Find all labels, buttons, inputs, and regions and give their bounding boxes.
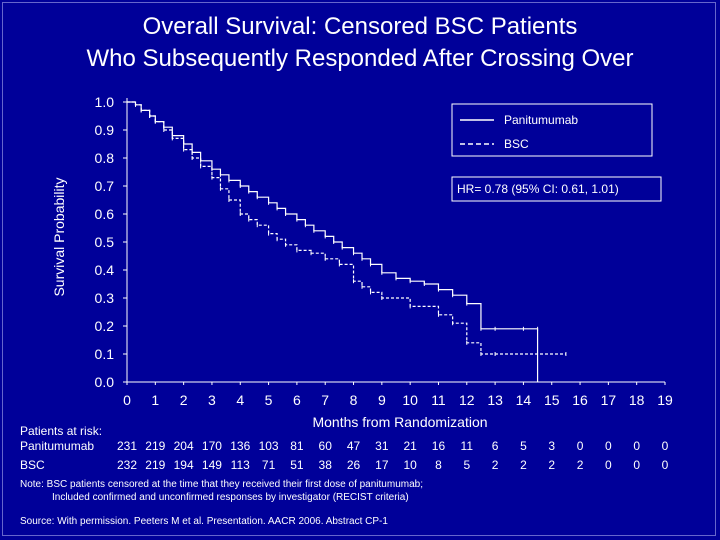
x-tick-label: 10 xyxy=(402,392,418,408)
risk-cell: 0 xyxy=(661,458,669,472)
risk-cell: 3 xyxy=(548,439,556,453)
hr-annotation-text: HR= 0.78 (95% CI: 0.61, 1.01) xyxy=(457,182,619,196)
note-line-2: Included confirmed and unconfirmed respo… xyxy=(52,492,409,503)
chart-legend: Panitumumab BSC xyxy=(451,103,653,157)
x-tick-label: 19 xyxy=(657,392,673,408)
risk-cell: 0 xyxy=(633,458,641,472)
risk-cell: 2 xyxy=(576,458,584,472)
risk-table-header: Patients at risk: xyxy=(20,424,103,438)
risk-cell: 31 xyxy=(375,439,389,453)
source-citation: Source: With permission. Peeters M et al… xyxy=(20,516,388,527)
risk-cell: 149 xyxy=(201,458,222,472)
risk-cell: 10 xyxy=(403,458,417,472)
chart-annotation: HR= 0.78 (95% CI: 0.61, 1.01) xyxy=(451,176,662,202)
x-tick-label: 1 xyxy=(151,392,159,408)
slide-title-line-2: Who Subsequently Responded After Crossin… xyxy=(86,45,634,72)
y-tick-label: 0.4 xyxy=(95,262,115,278)
hr-annotation-box xyxy=(451,176,662,202)
series-line-bsc xyxy=(127,101,566,355)
legend-label-bsc: BSC xyxy=(504,137,529,151)
risk-cell: 2 xyxy=(520,458,527,472)
slide-title-line-1: Overall Survival: Censored BSC Patients xyxy=(142,13,578,40)
risk-cell: 60 xyxy=(318,439,332,453)
x-tick-label: 15 xyxy=(544,392,560,408)
risk-cell: 21 xyxy=(403,439,417,453)
risk-cell: 38 xyxy=(318,458,332,472)
chart-series xyxy=(127,101,567,382)
legend-label-panitumumab: Panitumumab xyxy=(504,113,578,127)
risk-cell: 26 xyxy=(346,458,361,472)
risk-cell: 0 xyxy=(633,439,641,453)
y-tick-label: 0.2 xyxy=(95,318,115,334)
risk-cell: 81 xyxy=(290,439,304,453)
note-line-1: Note: BSC patients censored at the time … xyxy=(20,479,423,490)
risk-cell: 232 xyxy=(116,458,138,472)
x-tick-label: 9 xyxy=(378,392,386,408)
risk-cell: 2 xyxy=(548,458,556,472)
risk-cell: 6 xyxy=(491,439,499,453)
risk-cell: 5 xyxy=(520,439,527,453)
x-tick-label: 14 xyxy=(516,392,532,408)
y-tick-label: 0.7 xyxy=(95,178,115,194)
risk-cell: 219 xyxy=(145,458,166,472)
chart-axes xyxy=(126,98,665,383)
risk-cell: 136 xyxy=(230,439,251,453)
risk-row-label: BSC xyxy=(20,458,45,472)
x-tick-label: 7 xyxy=(321,392,329,408)
x-tick-label: 17 xyxy=(601,392,617,408)
risk-cell: 113 xyxy=(230,458,250,472)
risk-cell: 16 xyxy=(431,439,446,453)
x-tick-label: 11 xyxy=(431,392,446,408)
risk-cell: 11 xyxy=(460,439,474,453)
risk-cell: 194 xyxy=(173,458,194,472)
y-tick-label: 0.3 xyxy=(95,290,115,306)
x-tick-label: 18 xyxy=(629,392,645,408)
x-tick-label: 12 xyxy=(459,392,475,408)
risk-cell: 231 xyxy=(116,439,138,453)
y-tick-label: 0.5 xyxy=(95,234,115,250)
x-tick-label: 13 xyxy=(487,392,503,408)
y-tick-label: 0.0 xyxy=(95,374,115,390)
risk-cell: 170 xyxy=(201,439,222,453)
y-tick-label: 0.8 xyxy=(95,150,115,166)
y-tick-label: 1.0 xyxy=(95,94,115,110)
risk-cell: 17 xyxy=(375,458,389,472)
y-tick-label: 0.9 xyxy=(95,122,115,138)
x-tick-label: 16 xyxy=(572,392,588,408)
risk-cell: 0 xyxy=(576,439,584,453)
x-tick-label: 2 xyxy=(180,392,188,408)
y-axis-title: Survival Probability xyxy=(51,177,67,296)
risk-cell: 0 xyxy=(605,439,612,453)
risk-cell: 8 xyxy=(435,458,442,472)
risk-cell: 103 xyxy=(258,439,279,453)
risk-cell: 0 xyxy=(661,439,669,453)
risk-cell: 219 xyxy=(145,439,166,453)
y-tick-label: 0.6 xyxy=(95,206,115,222)
risk-cell: 51 xyxy=(290,458,304,472)
x-tick-label: 8 xyxy=(350,392,358,408)
series-line-panitumumab xyxy=(127,101,539,382)
x-axis-title: Months from Randomization xyxy=(312,414,487,430)
legend-box xyxy=(451,103,653,157)
x-tick-label: 3 xyxy=(208,392,216,408)
risk-cell: 47 xyxy=(346,439,361,453)
risk-row-label: Panitumumab xyxy=(20,439,95,453)
risk-cell: 71 xyxy=(261,458,276,472)
risk-cell: 5 xyxy=(463,458,471,472)
x-tick-label: 0 xyxy=(123,392,131,408)
x-tick-label: 6 xyxy=(293,392,301,408)
risk-cell: 0 xyxy=(605,458,612,472)
y-tick-label: 0.1 xyxy=(95,346,115,362)
chart-ticks: 0.00.10.20.30.40.50.60.70.80.91.00 1 2 3 4 5 6… xyxy=(95,94,673,408)
risk-cell: 2 xyxy=(491,458,499,472)
risk-cell: 204 xyxy=(173,439,194,453)
x-tick-label: 5 xyxy=(265,392,273,408)
x-tick-label: 4 xyxy=(236,392,244,408)
